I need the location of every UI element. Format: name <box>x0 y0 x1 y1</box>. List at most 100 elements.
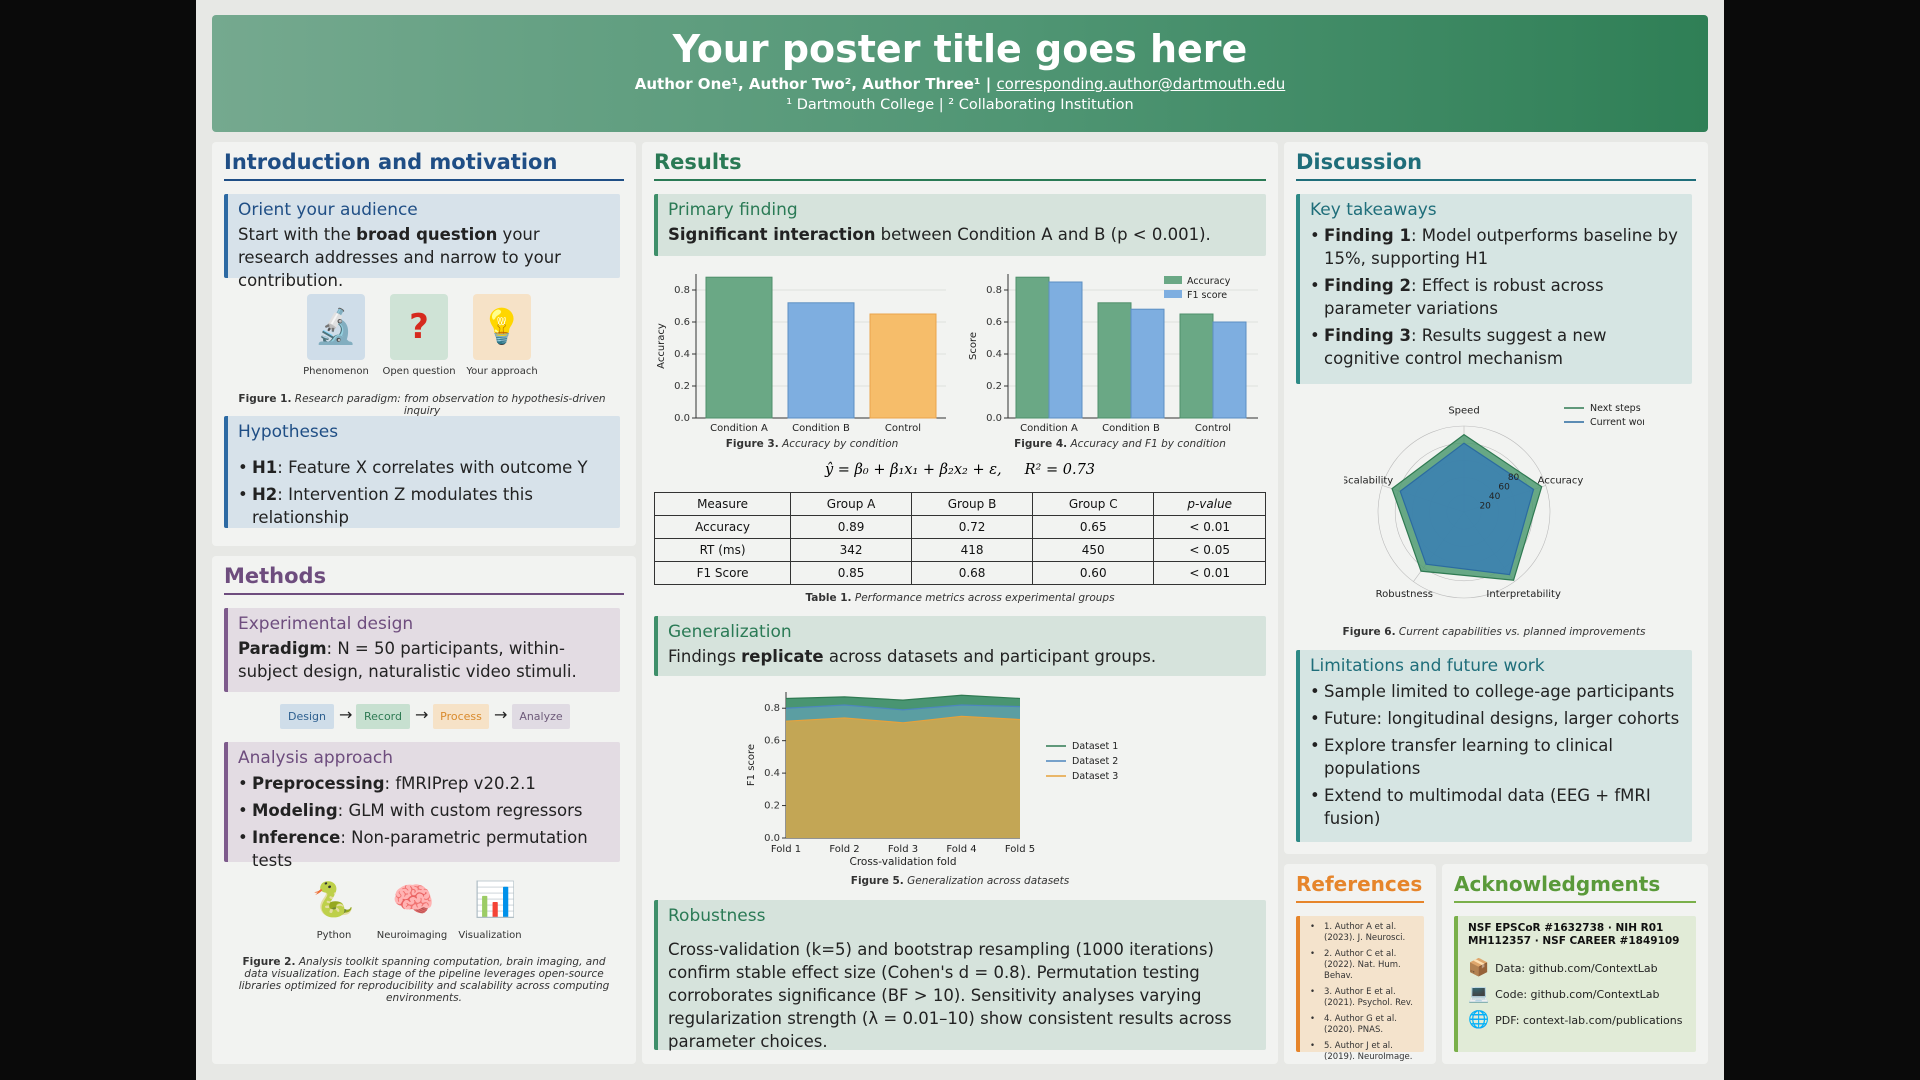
arrow-icon: → <box>415 705 429 724</box>
table-header: p-value <box>1153 492 1266 516</box>
accuracy-f1-bar-chart: 0.0 0.2 0.4 0.6 0.8 Score Condition A Condition… <box>968 274 1258 434</box>
limitations-box: Limitations and future work Sample limit… <box>1296 650 1692 842</box>
series-line <box>785 694 1021 701</box>
step-analyze: Analyze <box>512 704 570 729</box>
reference-item: 1. Author A et al. (2023). J. Neurosci. <box>1310 922 1414 944</box>
authors: Author One¹, Author Two², Author Three¹ … <box>634 75 992 93</box>
methods-panel: Methods Experimental design Paradigm: N … <box>212 556 636 1064</box>
legend-label: Dataset 2 <box>1072 756 1118 767</box>
x-tick-label: Control <box>885 423 921 434</box>
references-title: References <box>1296 864 1424 903</box>
y-axis-label: F1 score <box>746 744 757 786</box>
tool-label: Visualization <box>458 930 522 941</box>
poster-title: Your poster title goes here <box>672 27 1248 71</box>
funding-text: NSF EPSCoR #1632738 · NIH R01 MH112357 ·… <box>1468 922 1680 947</box>
table-header: Measure <box>653 492 792 516</box>
orient-title: Orient your audience <box>238 200 418 220</box>
references-panel: References 1. Author A et al. (2023). J.… <box>1284 864 1436 1064</box>
figure-6-caption: Figure 6. Current capabilities vs. plann… <box>1342 626 1646 638</box>
takeaways-title: Key takeaways <box>1310 200 1437 220</box>
figure-2-caption: Figure 2. Analysis toolkit spanning comp… <box>238 956 610 1004</box>
table-row: F1 Score 0.85 0.68 0.60 < 0.01 <box>653 561 1266 585</box>
y-tick-label: 0.6 <box>986 317 1002 328</box>
series-line <box>785 704 1021 711</box>
lightbulb-icon: 💡 <box>473 294 531 360</box>
legend-label: Dataset 3 <box>1072 771 1118 782</box>
x-tick-label: Condition A <box>1020 423 1078 434</box>
legend-label: Current work <box>1590 417 1644 428</box>
list-item: Sample limited to college-age participan… <box>1310 680 1682 703</box>
analysis-box: Analysis approach Preprocessing: fMRIPre… <box>224 742 620 870</box>
generalization-title: Generalization <box>668 622 792 642</box>
radar-axis-label: Accuracy <box>1538 476 1584 487</box>
primary-title: Primary finding <box>668 200 798 220</box>
list-item: Preprocessing: fMRIPrep v20.2.1 <box>238 772 610 795</box>
x-tick-label: Condition A <box>710 423 768 434</box>
discussion-title: Discussion <box>1296 142 1696 181</box>
generalization-area-chart: 0.0 0.2 0.4 0.6 0.8 F1 score Fold 1 Fold 2 Fold … <box>746 692 1118 868</box>
y-tick-label: 0.2 <box>986 381 1002 392</box>
legend-label: Next steps <box>1590 403 1641 414</box>
radar-tick-label: 80 <box>1508 473 1520 483</box>
intro-title: Introduction and motivation <box>224 142 624 181</box>
bar <box>787 302 855 419</box>
figure-3-caption: Figure 3. Accuracy by condition <box>725 438 899 450</box>
legend-swatch <box>1164 276 1182 284</box>
arrow-icon: → <box>339 705 353 724</box>
figure-4-caption: Figure 4. Accuracy and F1 by condition <box>1014 438 1226 450</box>
x-tick-label: Fold 3 <box>888 844 918 855</box>
bar <box>1048 281 1083 419</box>
radar-series <box>1399 442 1535 576</box>
y-tick-label: 0.2 <box>764 801 780 812</box>
brain-icon: 🧠 <box>392 880 435 920</box>
bar <box>705 276 773 419</box>
series-line <box>785 715 1021 724</box>
tool-label: Neuroimaging <box>376 930 448 941</box>
radar-axis-label: Interpretability <box>1486 589 1561 600</box>
bar <box>1212 321 1247 419</box>
list-item: H2: Intervention Z modulates this relati… <box>238 483 610 529</box>
acknowledgments-panel: Acknowledgments NSF EPSCoR #1632738 · NI… <box>1442 864 1708 1064</box>
radar-tick-label: 60 <box>1498 483 1510 493</box>
icon-label: Your approach <box>466 366 538 377</box>
figure-1-caption: Figure 1. Research paradigm: from observ… <box>238 393 606 417</box>
intro-panel: Introduction and motivation Orient your … <box>212 142 636 546</box>
bar-chart-icon: 📊 <box>474 880 517 920</box>
x-tick-label: Fold 2 <box>829 844 859 855</box>
methods-title: Methods <box>224 556 624 595</box>
icon-label: Phenomenon <box>303 366 369 377</box>
figure-5-caption: Figure 5. Generalization across datasets <box>850 875 1070 887</box>
robustness-box: Robustness Cross-validation (k=5) and bo… <box>654 900 1266 1051</box>
y-tick-label: 0.0 <box>764 833 780 844</box>
accuracy-bar-chart: 0.0 0.2 0.4 0.6 0.8 Accuracy Condition A Condit… <box>656 274 946 434</box>
code-link-row[interactable]: 💻 Code: github.com/ContextLab <box>1468 984 1660 1004</box>
package-icon: 📦 <box>1468 958 1490 978</box>
legend-label: F1 score <box>1187 290 1227 301</box>
hypotheses-title: Hypotheses <box>238 422 339 442</box>
radar-axis-label: Speed <box>1448 406 1479 417</box>
primary-box: Primary finding Significant interaction … <box>654 194 1266 256</box>
reference-item: 2. Author C et al. (2022). Nat. Hum. Beh… <box>1310 949 1414 982</box>
y-tick-label: 0.4 <box>764 768 780 779</box>
y-tick-label: 0.6 <box>764 736 780 747</box>
results-table: Measure Group A Group B Group C p-value … <box>653 492 1266 585</box>
y-tick-label: 0.4 <box>986 349 1002 360</box>
acknowledgments-title: Acknowledgments <box>1454 864 1696 903</box>
y-tick-label: 0.6 <box>674 317 690 328</box>
design-box: Experimental design Paradigm: N = 50 par… <box>224 608 620 692</box>
email-link[interactable]: corresponding.author@dartmouth.edu <box>996 75 1286 93</box>
x-tick-label: Fold 5 <box>1005 844 1035 855</box>
analysis-title: Analysis approach <box>238 748 394 768</box>
bar <box>1179 313 1214 419</box>
list-item: Finding 3: Results suggest a new cogniti… <box>1310 324 1682 370</box>
acknowledgments-box: NSF EPSCoR #1632738 · NIH R01 MH112357 ·… <box>1454 916 1696 1052</box>
poster-header: Your poster title goes here Author One¹,… <box>212 15 1708 132</box>
legend-swatch <box>1164 290 1182 298</box>
hypotheses-box: Hypotheses H1: Feature X correlates with… <box>224 416 620 528</box>
pdf-link-row[interactable]: 🌐 PDF: context-lab.com/publications <box>1468 1010 1683 1030</box>
area-series <box>786 716 1020 838</box>
x-tick-label: Fold 1 <box>771 844 801 855</box>
radar-chart: Speed Accuracy Interpretability Robustness S… <box>1344 403 1644 600</box>
data-link-row[interactable]: 📦 Data: github.com/ContextLab <box>1468 958 1658 978</box>
step-record: Record <box>356 704 410 729</box>
